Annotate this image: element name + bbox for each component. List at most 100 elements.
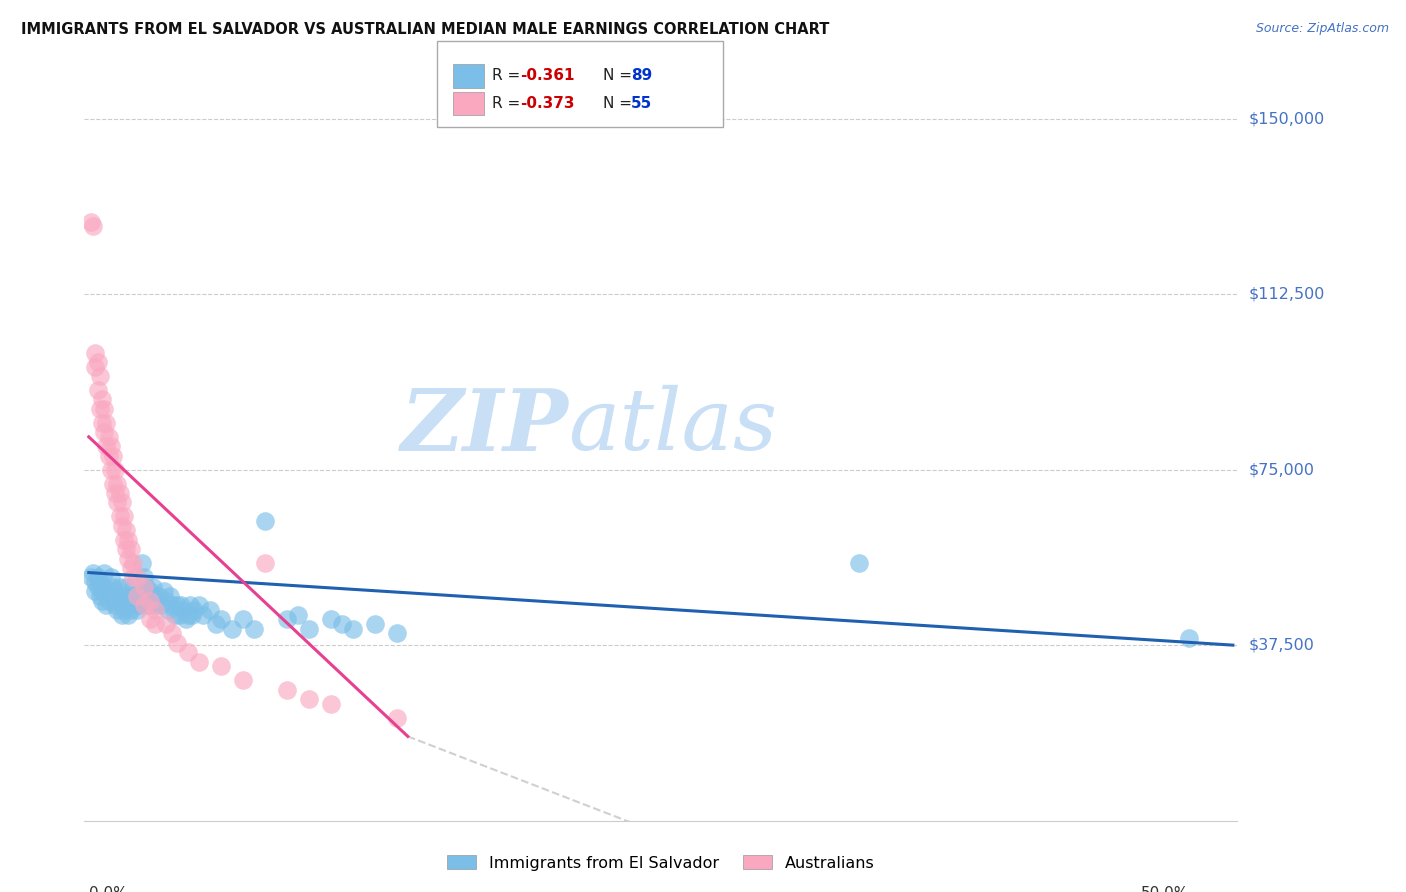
Point — [96, 589, 118, 603]
Point — [86, 580, 108, 594]
Point — [170, 599, 193, 613]
Point — [209, 659, 232, 673]
Point — [97, 584, 120, 599]
Point — [1178, 631, 1201, 645]
Point — [111, 518, 134, 533]
Text: N =: N = — [603, 96, 637, 111]
Point — [124, 599, 146, 613]
Point — [120, 542, 142, 557]
Point — [187, 599, 209, 613]
Point — [111, 495, 134, 509]
Point — [159, 589, 181, 603]
Point — [97, 430, 120, 444]
Point — [120, 589, 142, 603]
Point — [121, 570, 143, 584]
Point — [82, 566, 104, 580]
Point — [319, 697, 342, 711]
Point — [127, 589, 149, 603]
Point — [253, 556, 276, 570]
Point — [253, 514, 276, 528]
Point — [97, 449, 120, 463]
Point — [242, 622, 264, 636]
Point — [121, 593, 143, 607]
Point — [117, 551, 139, 566]
Point — [143, 617, 166, 632]
Point — [91, 392, 114, 407]
Point — [117, 599, 139, 613]
Point — [848, 556, 870, 570]
Point — [120, 561, 142, 575]
Point — [89, 574, 111, 589]
Point — [187, 655, 209, 669]
Point — [162, 599, 184, 613]
Point — [143, 603, 166, 617]
Text: $75,000: $75,000 — [1249, 462, 1315, 477]
Point — [100, 589, 122, 603]
Text: R =: R = — [492, 96, 526, 111]
Text: 55: 55 — [631, 96, 652, 111]
Point — [117, 607, 139, 622]
Point — [150, 599, 173, 613]
Point — [89, 401, 111, 416]
Point — [117, 533, 139, 547]
Point — [101, 580, 124, 594]
Point — [172, 603, 194, 617]
Point — [209, 612, 232, 626]
Point — [91, 584, 114, 599]
Point — [104, 599, 127, 613]
Point — [101, 593, 124, 607]
Point — [183, 603, 205, 617]
Point — [166, 636, 188, 650]
Point — [111, 607, 134, 622]
Text: 89: 89 — [631, 69, 652, 84]
Legend: Immigrants from El Salvador, Australians: Immigrants from El Salvador, Australians — [441, 848, 880, 877]
Point — [101, 449, 124, 463]
Point — [104, 462, 127, 476]
Point — [156, 603, 179, 617]
Point — [232, 673, 254, 688]
Text: IMMIGRANTS FROM EL SALVADOR VS AUSTRALIAN MEDIAN MALE EARNINGS CORRELATION CHART: IMMIGRANTS FROM EL SALVADOR VS AUSTRALIA… — [21, 22, 830, 37]
Text: $150,000: $150,000 — [1249, 112, 1324, 126]
Point — [115, 580, 138, 594]
Point — [139, 584, 162, 599]
Point — [112, 603, 135, 617]
Point — [132, 580, 155, 594]
Point — [167, 607, 190, 622]
Point — [330, 617, 353, 632]
Point — [139, 593, 162, 607]
Point — [136, 599, 159, 613]
Point — [115, 542, 138, 557]
Text: N =: N = — [603, 69, 637, 84]
Text: Source: ZipAtlas.com: Source: ZipAtlas.com — [1256, 22, 1389, 36]
Point — [364, 617, 387, 632]
Point — [385, 711, 408, 725]
Point — [132, 599, 155, 613]
Point — [120, 603, 142, 617]
Point — [86, 570, 108, 584]
Point — [128, 599, 150, 613]
Point — [89, 369, 111, 384]
Point — [143, 589, 166, 603]
Point — [112, 589, 135, 603]
Point — [155, 617, 177, 632]
Point — [93, 566, 115, 580]
Point — [232, 612, 254, 626]
Point — [143, 599, 166, 613]
Point — [91, 593, 114, 607]
Point — [287, 607, 309, 622]
Point — [128, 589, 150, 603]
Text: $37,500: $37,500 — [1249, 638, 1315, 653]
Point — [152, 584, 174, 599]
Point — [108, 509, 131, 524]
Point — [91, 416, 114, 430]
Text: -0.373: -0.373 — [520, 96, 575, 111]
Point — [100, 570, 122, 584]
Point — [385, 626, 408, 640]
Point — [162, 626, 184, 640]
Point — [104, 486, 127, 500]
Point — [104, 584, 127, 599]
Point — [84, 584, 107, 599]
Point — [298, 692, 321, 706]
Point — [121, 556, 143, 570]
Point — [111, 599, 134, 613]
